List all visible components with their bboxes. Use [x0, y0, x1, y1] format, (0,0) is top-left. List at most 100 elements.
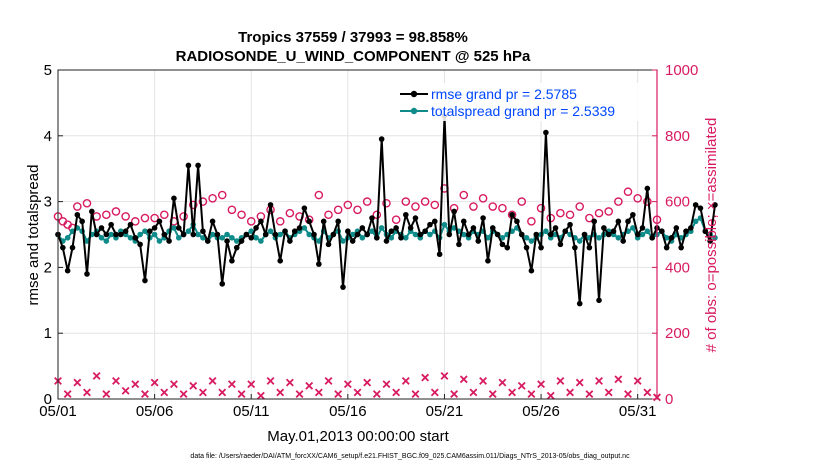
y-right-tick-label: 1000: [665, 62, 698, 79]
rmse-point: [422, 228, 428, 235]
obs-assimilated-marker: [556, 376, 565, 385]
rmse-point: [678, 244, 684, 251]
obs-possible-marker: [594, 208, 604, 218]
totalspread-point: [209, 231, 216, 238]
obs-possible-marker: [527, 217, 536, 226]
rmse-point: [117, 231, 124, 238]
obs-possible-marker: [536, 203, 546, 213]
obs-assimilated-marker: [131, 380, 140, 389]
rmse-point: [615, 218, 622, 225]
y-left-tick-label: 1: [44, 325, 52, 342]
rmse-point: [320, 218, 327, 225]
rmse-point: [620, 238, 626, 244]
totalspread-point: [388, 234, 395, 241]
obs-assimilated-marker: [305, 381, 314, 390]
obs-possible-marker: [188, 200, 198, 210]
totalspread-point: [306, 231, 312, 238]
obs-possible-marker: [140, 213, 150, 223]
rmse-point: [572, 244, 578, 251]
rmse-point: [412, 215, 419, 221]
totalspread-point: [142, 228, 148, 235]
rmse-point: [84, 271, 90, 277]
rmse-point: [692, 202, 699, 208]
obs-assimilated-marker: [353, 388, 362, 397]
obs-possible-marker: [285, 208, 295, 218]
rmse-point: [287, 238, 293, 244]
x-axis-label: May.01,2013 00:00:00 start: [267, 428, 449, 445]
totalspread-point: [233, 238, 240, 244]
rmse-point: [243, 231, 250, 238]
rmse-point: [195, 162, 201, 169]
rmse-point: [610, 228, 617, 235]
rmse-point: [514, 218, 520, 225]
rmse-point: [316, 261, 322, 267]
obs-assimilated-marker: [179, 390, 188, 399]
rmse-point: [345, 228, 351, 235]
rmse-point: [383, 238, 390, 244]
totalspread-point: [499, 234, 506, 241]
totalspread-point: [340, 238, 346, 244]
totalspread-point: [84, 238, 90, 244]
obs-assimilated-marker: [527, 390, 536, 399]
rmse-point: [707, 238, 713, 244]
totalspread-point: [615, 234, 622, 241]
rmse-point: [146, 228, 153, 235]
rmse-point: [190, 231, 197, 238]
x-tick-label: 05/11: [233, 403, 269, 420]
rmse-point: [89, 208, 95, 215]
obs-possible-marker: [633, 194, 642, 203]
rmse-point: [634, 231, 641, 238]
obs-possible-marker: [237, 210, 246, 220]
rmse-point: [625, 218, 631, 225]
legend-spread-marker: [410, 107, 418, 115]
obs-assimilated-marker: [498, 378, 507, 387]
rmse-point: [470, 225, 477, 231]
axes-layer: 05/01 05/06 05/11 05/16 05/21 05/26 05/31 0 1 2 3 4…: [39, 62, 698, 420]
obs-assimilated-marker: [295, 390, 304, 399]
rmse-point: [301, 205, 308, 211]
obs-assimilated-marker: [537, 380, 546, 389]
totalspread-point: [137, 231, 143, 238]
rmse-point: [605, 231, 612, 238]
obs-assimilated-marker: [488, 390, 497, 399]
obs-possible-marker: [556, 208, 565, 218]
rmse-point: [267, 202, 274, 208]
obs-assimilated-marker: [256, 391, 265, 400]
obs-possible-marker: [623, 187, 633, 197]
rmse-point: [93, 231, 100, 238]
obs-possible-marker: [343, 200, 353, 210]
obs-assimilated-marker: [372, 390, 381, 399]
obs-assimilated-marker: [150, 378, 159, 387]
rmse-point: [683, 228, 689, 235]
rmse-point: [601, 225, 607, 231]
rmse-point: [456, 241, 462, 248]
totalspread-point: [151, 231, 158, 238]
obs-assimilated-marker: [566, 388, 574, 397]
obs-possible-marker: [401, 197, 411, 206]
rmse-point: [649, 234, 655, 241]
rmse-point: [673, 225, 680, 231]
rmse-point: [697, 205, 704, 211]
rmse-point: [282, 228, 288, 235]
totalspread-point: [267, 228, 274, 235]
rmse-point: [407, 225, 414, 231]
rmse-point: [180, 231, 187, 238]
legend-spread-label: totalspread grand pr = 2.5339: [431, 103, 615, 119]
obs-assimilated-marker: [189, 381, 198, 390]
rmse-point: [277, 258, 284, 264]
rmse-point: [137, 241, 143, 248]
obs-possible-marker: [150, 213, 159, 223]
rmse-point: [359, 225, 366, 231]
obs-assimilated-marker: [479, 376, 488, 385]
totalspread-point: [528, 238, 535, 244]
x-tick-label: 05/01: [39, 403, 77, 420]
legend: rmse grand pr = 2.5785 totalspread grand…: [397, 83, 655, 121]
obs-assimilated-marker: [73, 378, 82, 387]
obs-possible-marker: [159, 210, 169, 220]
totalspread-point: [301, 225, 308, 231]
totalspread-point: [663, 234, 670, 241]
rmse-point: [480, 215, 486, 221]
rmse-point: [171, 195, 177, 202]
totalspread-point: [460, 231, 467, 238]
obs-possible-marker: [102, 210, 111, 220]
